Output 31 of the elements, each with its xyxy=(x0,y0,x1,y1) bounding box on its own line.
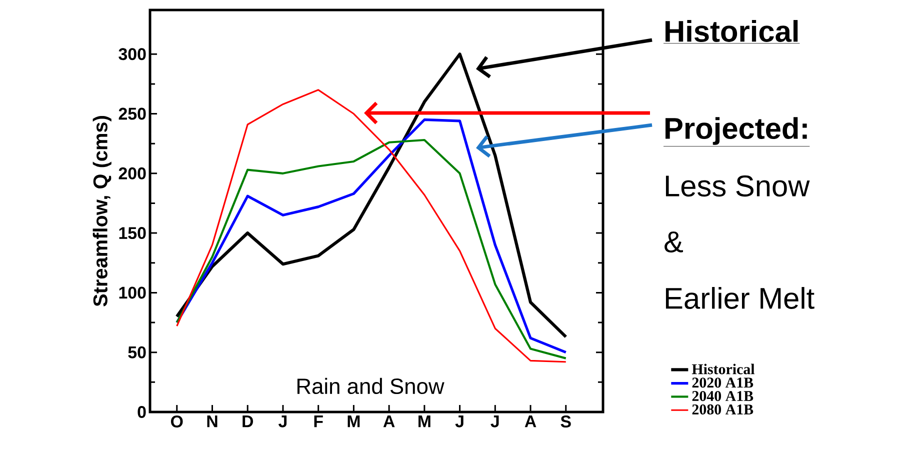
text: Projected: xyxy=(666,117,807,145)
x-tick-label: A xyxy=(524,416,536,428)
y-tick-label: 0 xyxy=(138,406,146,418)
y-tick-label: 50 xyxy=(128,346,146,358)
x-tick-label: A xyxy=(383,416,395,428)
text: & xyxy=(664,231,683,252)
legend-label: 2020 A1B xyxy=(692,378,754,388)
x-tick-label: O xyxy=(170,416,183,428)
x-tick-label: M xyxy=(418,416,430,428)
x-tick-label: J xyxy=(490,416,499,428)
text: Earlier Melt xyxy=(666,287,814,309)
legend-label: 2080 A1B xyxy=(692,404,754,414)
annotation: Rain and Snow xyxy=(297,378,444,394)
text: Less Snow xyxy=(666,175,810,197)
y-tick-label: 150 xyxy=(119,227,146,240)
x-tick-label: F xyxy=(314,416,323,428)
y-tick-label: 300 xyxy=(118,48,146,60)
x-tick-label: D xyxy=(242,416,254,428)
y-tick-label: 100 xyxy=(119,286,146,299)
legend-label: Historical xyxy=(692,364,755,374)
x-tick-label: M xyxy=(348,416,360,428)
y-tick-label: 250 xyxy=(118,108,146,120)
x-tick-label: J xyxy=(278,416,287,428)
x-tick-label: N xyxy=(207,416,218,428)
legend-label: 2040 A1B xyxy=(692,390,754,402)
x-tick-label: J xyxy=(455,416,464,428)
x-tick-label: S xyxy=(560,416,571,428)
y-tick-label: 200 xyxy=(118,167,146,180)
y-axis-title: Streamflow, Q (cms) xyxy=(92,116,112,306)
text: Historical xyxy=(666,20,798,42)
line-series xyxy=(175,52,568,338)
